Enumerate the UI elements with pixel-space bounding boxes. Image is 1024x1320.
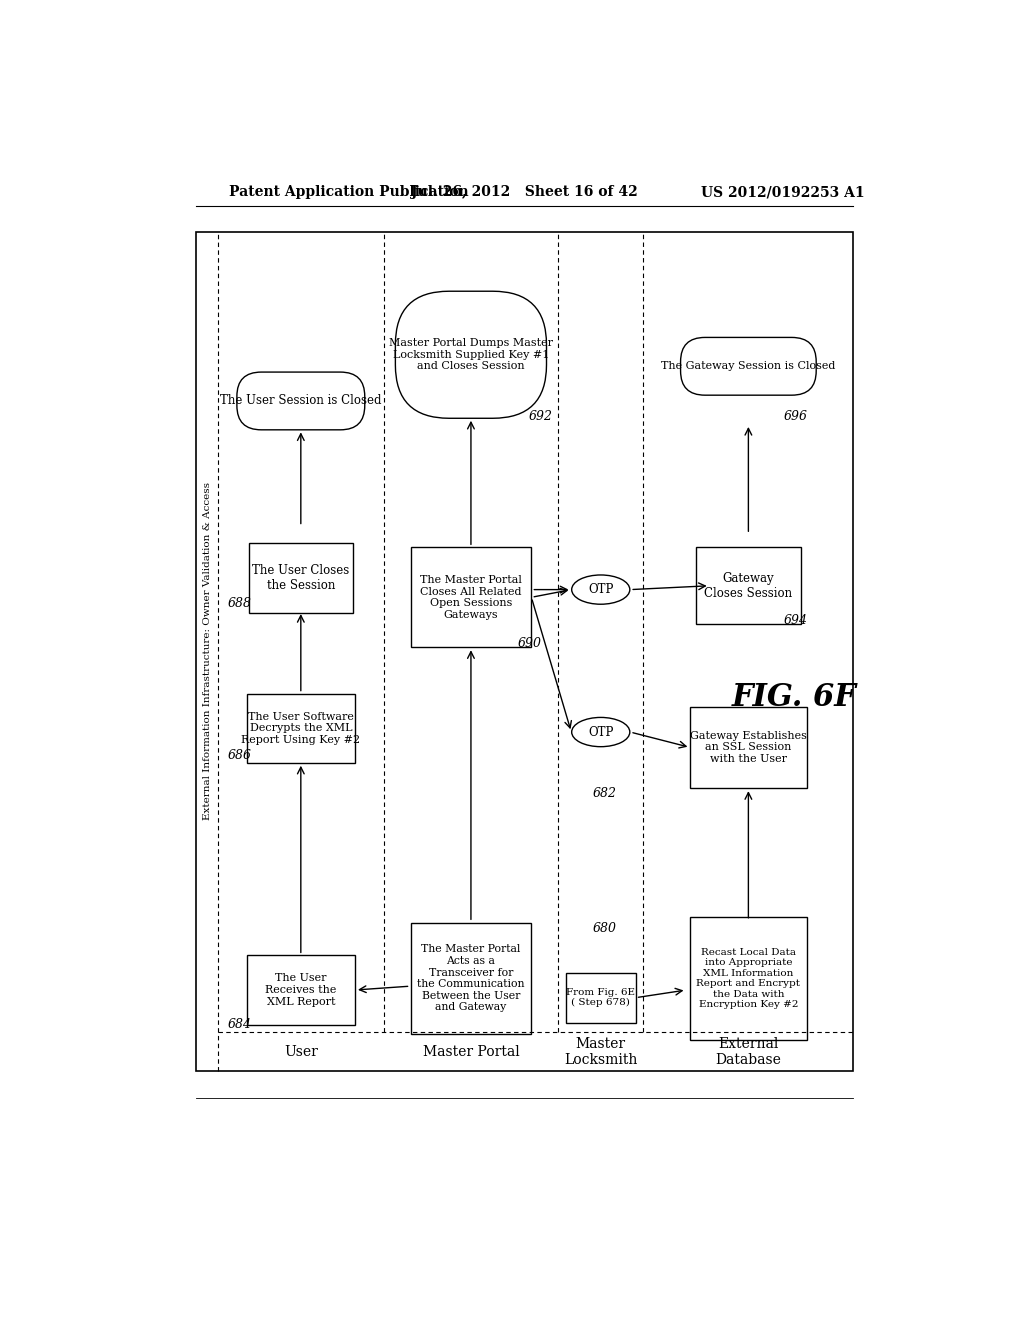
Text: External Information Infrastructure: Owner Validation & Access: External Information Infrastructure: Own… <box>203 482 212 820</box>
Text: User: User <box>284 1044 317 1059</box>
Text: The Gateway Session is Closed: The Gateway Session is Closed <box>662 362 836 371</box>
Text: Recast Local Data
into Appropriate
XML Information
Report and Encrypt
the Data w: Recast Local Data into Appropriate XML I… <box>696 948 801 1008</box>
Text: 682: 682 <box>593 787 617 800</box>
Bar <box>197 231 853 1071</box>
Bar <box>247 693 355 763</box>
Text: 696: 696 <box>783 409 807 422</box>
Text: The Master Portal
Closes All Related
Open Sessions
Gateways: The Master Portal Closes All Related Ope… <box>420 576 522 619</box>
Text: Gateway Establishes
an SSL Session
with the User: Gateway Establishes an SSL Session with … <box>690 731 807 764</box>
Text: OTP: OTP <box>588 583 613 597</box>
Text: Gateway
Closes Session: Gateway Closes Session <box>705 572 793 599</box>
Text: 680: 680 <box>593 921 617 935</box>
Text: Master Portal Dumps Master
Locksmith Supplied Key #1
and Closes Session: Master Portal Dumps Master Locksmith Sup… <box>389 338 553 371</box>
Text: 692: 692 <box>529 409 553 422</box>
Bar <box>690 917 807 1040</box>
Text: The Master Portal
Acts as a
Transceiver for
the Communication
Between the User
a: The Master Portal Acts as a Transceiver … <box>417 944 524 1012</box>
Bar <box>249 544 353 612</box>
Bar <box>247 956 355 1024</box>
Text: The User Software
Decrypts the XML
Report Using Key #2: The User Software Decrypts the XML Repor… <box>242 711 360 744</box>
Text: The User Session is Closed: The User Session is Closed <box>220 395 382 408</box>
Text: 686: 686 <box>227 748 251 762</box>
Text: FIG. 6F: FIG. 6F <box>732 682 857 713</box>
Text: 684: 684 <box>227 1018 251 1031</box>
FancyBboxPatch shape <box>237 372 365 430</box>
Bar <box>411 923 531 1035</box>
Ellipse shape <box>571 576 630 605</box>
Text: The User
Receives the
XML Report: The User Receives the XML Report <box>265 973 337 1007</box>
Text: 690: 690 <box>517 638 542 649</box>
Text: Jul. 26, 2012   Sheet 16 of 42: Jul. 26, 2012 Sheet 16 of 42 <box>412 185 638 199</box>
FancyBboxPatch shape <box>395 292 547 418</box>
Bar <box>690 708 807 788</box>
Text: 694: 694 <box>783 614 807 627</box>
Text: The User Closes
the Session: The User Closes the Session <box>252 564 349 593</box>
Text: From Fig. 6E
( Step 678): From Fig. 6E ( Step 678) <box>566 987 635 1007</box>
Bar <box>696 548 801 624</box>
Text: Master Portal: Master Portal <box>423 1044 519 1059</box>
Text: Master
Locksmith: Master Locksmith <box>564 1036 637 1067</box>
Bar <box>411 548 531 647</box>
Text: US 2012/0192253 A1: US 2012/0192253 A1 <box>700 185 864 199</box>
Text: 688: 688 <box>227 597 251 610</box>
Text: External
Database: External Database <box>716 1036 781 1067</box>
Ellipse shape <box>571 718 630 747</box>
Text: Patent Application Publication: Patent Application Publication <box>228 185 468 199</box>
FancyBboxPatch shape <box>681 338 816 395</box>
Bar <box>566 973 636 1023</box>
Text: OTP: OTP <box>588 726 613 739</box>
